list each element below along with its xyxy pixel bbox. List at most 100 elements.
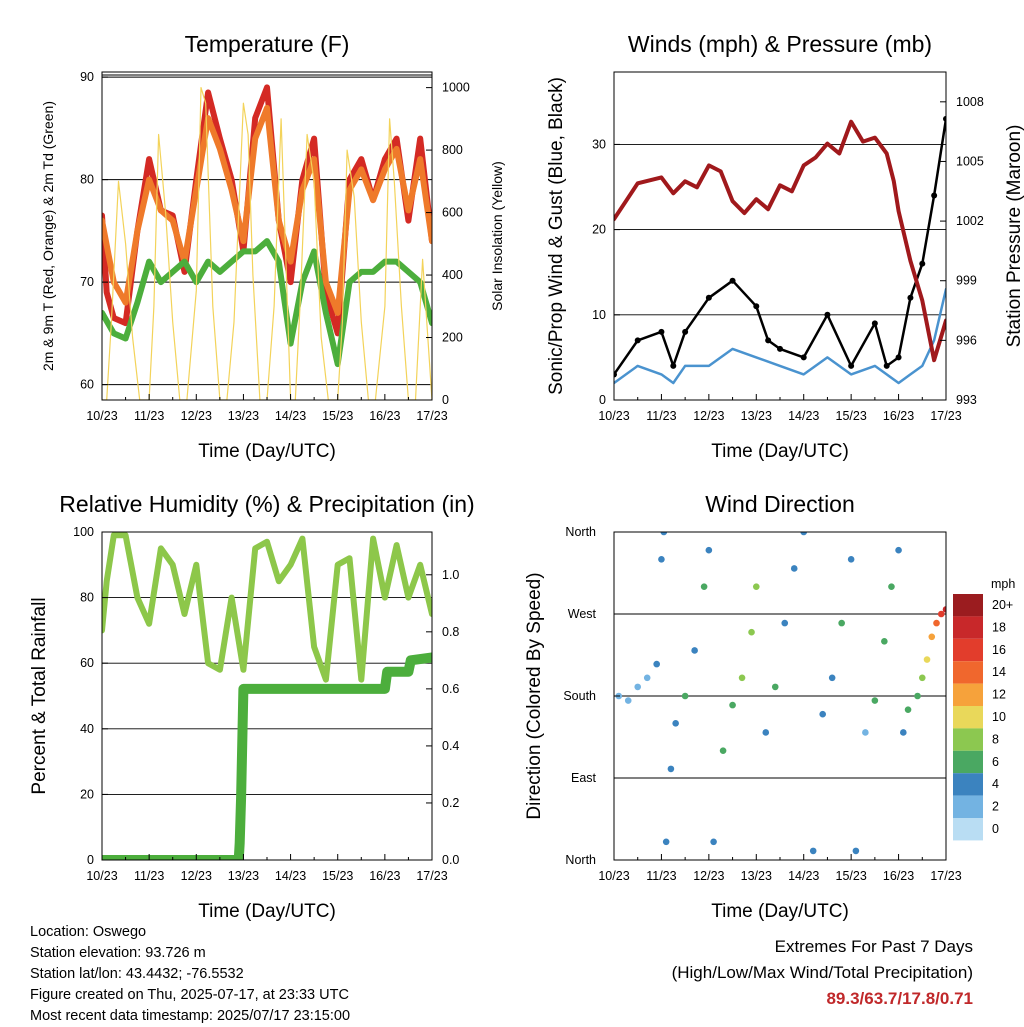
y-axis-label: Sonic/Prop Wind & Gust (Blue, Black) — [546, 77, 567, 395]
direction-point — [710, 838, 717, 846]
y-tick-label: North — [565, 853, 596, 867]
y-tick-label: 90 — [80, 70, 94, 84]
x-axis-label: Time (Day/UTC) — [198, 441, 336, 462]
legend-label: 4 — [992, 777, 999, 791]
direction-point — [691, 647, 698, 654]
y-tick-label: 20 — [80, 787, 94, 801]
x-tick-label: 10/23 — [598, 869, 629, 883]
y-tick-label: 40 — [80, 722, 94, 736]
legend-label: 6 — [992, 755, 999, 769]
x-tick-label: 13/23 — [741, 409, 772, 423]
chart-title: Winds (mph) & Pressure (mb) — [628, 31, 932, 57]
y2-tick-label: 0.2 — [442, 796, 459, 810]
direction-point — [819, 710, 826, 718]
x-tick-label: 14/23 — [788, 869, 819, 883]
legend-title: mph — [991, 577, 1015, 591]
direction-point — [681, 692, 689, 700]
x-tick-label: 13/23 — [741, 869, 772, 883]
elevation-text: Station elevation: 93.726 m — [30, 945, 206, 961]
direction-point — [800, 532, 808, 536]
x-tick-label: 13/23 — [228, 869, 259, 883]
x-tick-label: 14/23 — [788, 409, 819, 423]
series-gust — [614, 117, 946, 376]
x-tick-label: 12/23 — [181, 409, 212, 423]
direction-point — [838, 619, 845, 627]
direction-point — [809, 847, 817, 855]
gust-point — [634, 337, 641, 344]
y2-tick-label: 1005 — [956, 154, 984, 168]
y2-tick-label: 200 — [442, 331, 463, 345]
y-tick-label: 0 — [599, 393, 606, 407]
direction-point — [828, 674, 836, 682]
location-text: Location: Oswego — [30, 924, 147, 940]
y-tick-label: 20 — [592, 223, 606, 237]
gust-point — [824, 311, 831, 318]
x-tick-label: 10/23 — [598, 409, 629, 423]
chart-panel-4: Wind Direction Time (Day/UTC) Direction (C… — [524, 491, 1015, 922]
direction-point — [752, 583, 760, 590]
y2-axis-label: Solar Insolation (Yellow) — [489, 161, 505, 311]
x-tick-label: 11/23 — [646, 869, 676, 883]
x-tick-label: 16/23 — [883, 409, 914, 423]
station-info: Location: Oswego Station elevation: 93.7… — [30, 922, 350, 1027]
gust-point — [753, 303, 760, 310]
y2-tick-label: 600 — [442, 206, 463, 220]
y-axis-label: Direction (Colored By Speed) — [524, 572, 545, 819]
gust-point — [765, 337, 772, 344]
extremes-values: 89.3/63.7/17.8/0.71 — [826, 989, 973, 1008]
extremes-title: Extremes For Past 7 Days — [774, 937, 973, 956]
x-tick-label: 11/23 — [134, 409, 164, 423]
direction-point — [653, 660, 660, 668]
legend-swatch — [953, 818, 983, 841]
plot-area — [615, 532, 946, 855]
gust-point — [800, 354, 807, 361]
x-tick-label: 17/23 — [930, 409, 961, 423]
direction-point — [738, 674, 746, 682]
direction-point — [672, 720, 679, 727]
gust-point — [907, 294, 914, 301]
direction-point — [771, 683, 779, 691]
direction-point — [871, 697, 879, 704]
y-tick-label: 0 — [87, 853, 94, 867]
series-wind — [614, 287, 946, 385]
y-tick-label: 100 — [73, 525, 94, 539]
y-tick-label: 60 — [80, 656, 94, 670]
speed-legend: mph 20+ 18 16 14 12 10 8 6 4 2 0 — [953, 577, 1015, 841]
y2-tick-label: 0.4 — [442, 739, 459, 753]
direction-point — [862, 729, 869, 736]
y-tick-label: East — [571, 771, 597, 785]
gust-point — [705, 294, 712, 301]
direction-point — [942, 606, 946, 613]
chart-title: Temperature (F) — [185, 31, 350, 57]
direction-point — [847, 556, 855, 563]
y2-tick-label: 0.0 — [442, 853, 459, 867]
legend-swatch — [953, 638, 983, 662]
x-tick-label: 16/23 — [369, 869, 400, 883]
direction-point — [852, 847, 860, 855]
x-tick-label: 15/23 — [836, 409, 867, 423]
legend-label: 18 — [992, 620, 1006, 634]
direction-point — [705, 546, 713, 554]
direction-point — [781, 619, 789, 627]
x-tick-label: 15/23 — [322, 869, 353, 883]
y2-tick-label: 0.8 — [442, 625, 459, 639]
plot-area — [102, 532, 432, 860]
x-axis-label: Time (Day/UTC) — [711, 901, 849, 922]
direction-point — [895, 546, 902, 554]
direction-point — [900, 729, 907, 736]
y2-tick-label: 999 — [956, 274, 977, 288]
x-axis-label: Time (Day/UTC) — [198, 901, 336, 922]
x-tick-label: 12/23 — [693, 869, 724, 883]
y2-axis-label: Station Pressure (Maroon) — [1004, 125, 1024, 348]
y2-tick-label: 1000 — [442, 81, 470, 95]
x-tick-label: 16/23 — [883, 869, 914, 883]
x-tick-label: 11/23 — [134, 869, 164, 883]
direction-point — [729, 701, 736, 709]
chart-panel-2: Winds (mph) & Pressure (mb) Time (Day/UTC… — [546, 31, 1024, 462]
legend-swatch — [953, 773, 983, 796]
direction-point — [658, 556, 665, 563]
direction-point — [700, 583, 708, 590]
x-tick-label: 15/23 — [836, 869, 867, 883]
legend-swatch — [953, 728, 983, 751]
gust-point — [943, 115, 946, 122]
